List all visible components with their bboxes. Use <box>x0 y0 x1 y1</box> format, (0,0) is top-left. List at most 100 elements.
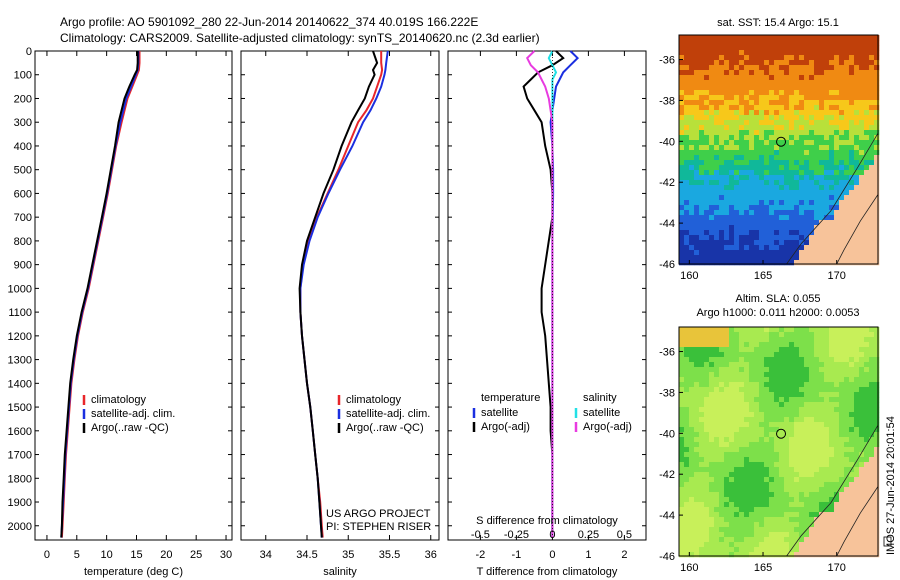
map-cell <box>854 185 860 191</box>
map-cell <box>689 542 695 548</box>
map-cell <box>864 347 870 353</box>
map-cell <box>769 332 775 338</box>
map-cell <box>774 180 780 186</box>
map-cell <box>739 447 745 453</box>
map-cell <box>799 160 805 166</box>
map-cell <box>679 80 685 86</box>
map-cell <box>869 467 875 473</box>
map-cell <box>694 382 700 388</box>
map-cell <box>874 80 880 86</box>
sst-map-ytick-label: -38 <box>659 95 675 107</box>
sst-map-field <box>679 35 880 266</box>
map-cell <box>814 130 820 136</box>
map-cell <box>704 502 710 508</box>
map-cell <box>794 417 800 423</box>
map-cell <box>839 552 845 558</box>
map-cell <box>779 140 785 146</box>
map-cell <box>824 210 830 216</box>
map-cell <box>874 115 880 121</box>
map-cell <box>774 50 780 56</box>
map-cell <box>684 70 690 76</box>
map-cell <box>804 482 810 488</box>
map-cell <box>714 170 720 176</box>
map-cell <box>724 472 730 478</box>
map-cell <box>699 497 705 503</box>
map-cell <box>864 105 870 111</box>
map-cell <box>789 457 795 463</box>
map-cell <box>714 50 720 56</box>
map-cell <box>754 527 760 533</box>
map-cell <box>809 487 815 493</box>
map-cell <box>869 532 875 538</box>
map-cell <box>809 347 815 353</box>
map-cell <box>834 542 840 548</box>
map-cell <box>874 245 880 251</box>
map-cell <box>849 110 855 116</box>
map-cell <box>824 417 830 423</box>
map-cell <box>819 512 825 518</box>
map-cell <box>824 140 830 146</box>
map-cell <box>774 527 780 533</box>
map-cell <box>844 120 850 126</box>
map-cell <box>854 255 860 261</box>
map-cell <box>779 60 785 66</box>
map-cell <box>849 200 855 206</box>
map-cell <box>804 165 810 171</box>
map-cell <box>689 417 695 423</box>
map-cell <box>784 50 790 56</box>
map-cell <box>799 517 805 523</box>
map-cell <box>709 492 715 498</box>
sla-map-ytick-label: -42 <box>659 469 675 481</box>
map-cell <box>839 477 845 483</box>
map-cell <box>704 65 710 71</box>
map-cell <box>754 532 760 538</box>
map-cell <box>709 412 715 418</box>
map-cell <box>859 185 865 191</box>
map-cell <box>684 175 690 181</box>
map-cell <box>754 235 760 241</box>
map-cell <box>679 497 685 503</box>
map-cell <box>694 120 700 126</box>
map-cell <box>754 100 760 106</box>
map-cell <box>874 377 880 383</box>
map-cell <box>764 125 770 131</box>
map-cell <box>794 190 800 196</box>
map-cell <box>699 422 705 428</box>
map-cell <box>809 75 815 81</box>
map-cell <box>839 195 845 201</box>
map-cell <box>804 100 810 106</box>
map-cell <box>839 35 845 41</box>
differences-xtick-label: 1 <box>585 549 591 561</box>
map-cell <box>814 250 820 256</box>
map-cell <box>744 260 750 266</box>
map-cell <box>709 115 715 121</box>
map-cell <box>774 377 780 383</box>
map-cell <box>789 417 795 423</box>
map-cell <box>869 200 875 206</box>
map-cell <box>724 185 730 191</box>
map-cell <box>799 417 805 423</box>
map-cell <box>769 235 775 241</box>
map-cell <box>724 35 730 41</box>
map-cell <box>704 215 710 221</box>
map-cell <box>829 50 835 56</box>
map-cell <box>854 467 860 473</box>
map-cell <box>684 170 690 176</box>
map-cell <box>819 175 825 181</box>
map-cell <box>869 130 875 136</box>
map-cell <box>694 140 700 146</box>
map-cell <box>829 85 835 91</box>
map-cell <box>819 145 825 151</box>
temperature-series-climatology <box>60 51 141 538</box>
map-cell <box>679 467 685 473</box>
map-cell <box>819 332 825 338</box>
map-cell <box>759 332 765 338</box>
map-cell <box>854 235 860 241</box>
map-cell <box>734 205 740 211</box>
map-cell <box>784 100 790 106</box>
map-cell <box>814 95 820 101</box>
differences-xtick-label: -1 <box>512 549 522 561</box>
map-cell <box>709 55 715 61</box>
map-cell <box>804 487 810 493</box>
map-cell <box>749 377 755 383</box>
